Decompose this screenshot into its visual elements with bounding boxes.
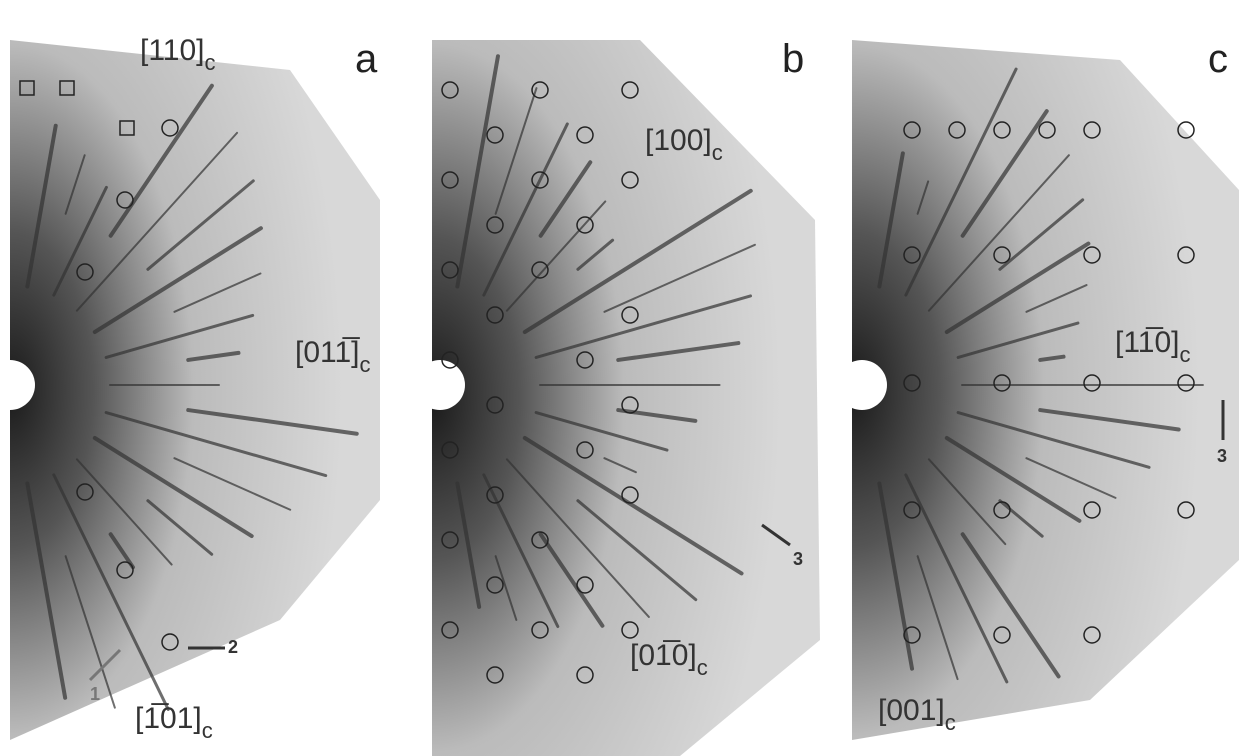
subscript: c	[1180, 342, 1191, 367]
figure: a [110]c [011̅]c [1̅01]c 1 2 b [100]c [0…	[0, 0, 1239, 756]
direction: [01̅0]	[630, 639, 697, 672]
direction: [110]	[140, 34, 205, 67]
page: a [110]c [011̅]c [1̅01]c 1 2 b [100]c [0…	[0, 0, 1239, 756]
panel-label: a	[355, 37, 378, 81]
panel-label: c	[1208, 37, 1228, 81]
subscript: c	[360, 352, 371, 377]
arrow-label: 1	[90, 684, 100, 704]
direction: [011̅]	[295, 336, 360, 369]
direction: [11̅0]	[1115, 326, 1180, 359]
panel-label: b	[782, 37, 804, 81]
arrow-label: 3	[793, 549, 803, 569]
subscript: c	[945, 710, 956, 735]
subscript: c	[205, 50, 216, 75]
direction: [1̅01]	[135, 702, 202, 735]
beam-stop	[837, 360, 887, 410]
subscript: c	[697, 655, 708, 680]
direction-label: [1̅01]c	[135, 702, 213, 743]
direction: [100]	[645, 124, 712, 157]
subscript: c	[712, 140, 723, 165]
direction: [001]	[878, 694, 945, 727]
arrow-label: 2	[228, 637, 238, 657]
subscript: c	[202, 718, 213, 743]
arrow-label: 3	[1217, 446, 1227, 466]
beam-stop	[415, 360, 465, 410]
photographs	[0, 40, 1239, 756]
photo-a	[10, 40, 380, 740]
